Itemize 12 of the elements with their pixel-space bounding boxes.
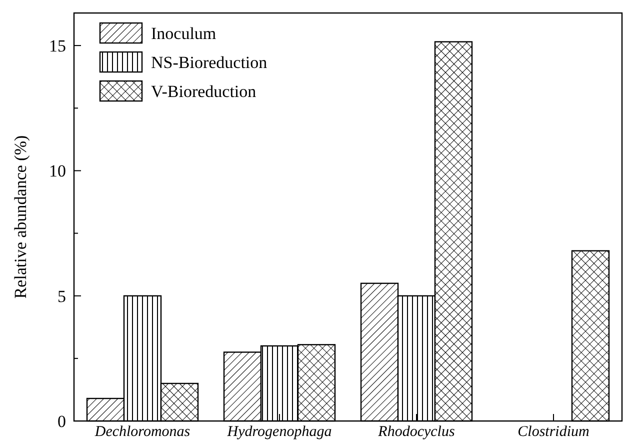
y-tick-label: 15 bbox=[49, 36, 66, 56]
legend-label: NS-Bioreduction bbox=[151, 52, 268, 72]
x-tick-label: Rhodocyclus bbox=[377, 424, 455, 440]
y-tick-label: 10 bbox=[49, 162, 66, 181]
x-tick-label: Dechloromonas bbox=[94, 424, 190, 440]
legend-label: Inoculum bbox=[151, 24, 216, 43]
x-tick-label: Hydrogenophaga bbox=[226, 424, 332, 440]
y-axis-title: Relative abundance (%) bbox=[11, 135, 30, 299]
y-tick-label: 0 bbox=[58, 412, 66, 431]
y-tick-label: 5 bbox=[58, 286, 66, 306]
x-tick-label: Clostridium bbox=[518, 424, 590, 440]
legend-label: V-Bioreduction bbox=[151, 82, 257, 101]
